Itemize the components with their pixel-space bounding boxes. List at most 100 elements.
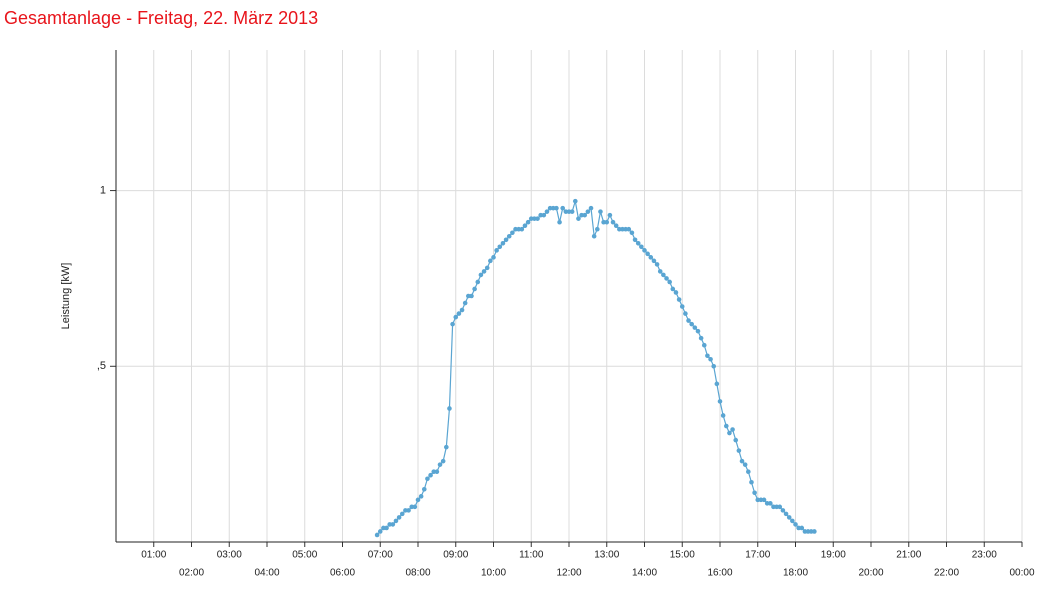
y-axis-label: Leistung [kW]: [60, 263, 72, 330]
point: [727, 430, 732, 436]
point: [673, 290, 679, 295]
point: [550, 205, 556, 211]
point: [374, 532, 380, 538]
point: [812, 529, 817, 534]
point: [528, 216, 534, 221]
point: [679, 304, 685, 309]
point: [412, 504, 418, 510]
point: [525, 219, 531, 225]
x-tick-label: 05:00: [292, 550, 317, 561]
point: [535, 216, 540, 221]
point: [403, 508, 408, 513]
point: [730, 427, 735, 432]
point: [497, 244, 503, 250]
x-tick-label: 17:00: [745, 550, 770, 561]
point: [475, 279, 481, 285]
point: [623, 226, 628, 232]
point: [701, 342, 707, 348]
point: [686, 318, 691, 323]
point: [377, 529, 383, 534]
point: [761, 497, 767, 503]
point: [447, 406, 452, 411]
point: [764, 501, 770, 506]
point: [484, 265, 490, 271]
point: [437, 462, 443, 467]
point: [670, 286, 676, 292]
point: [629, 230, 635, 236]
x-tick-label: 06:00: [330, 568, 355, 579]
point: [758, 497, 764, 503]
point: [387, 522, 392, 527]
point: [434, 469, 440, 475]
x-tick-label: 02:00: [179, 568, 204, 579]
point: [472, 286, 477, 292]
point: [415, 497, 421, 503]
point: [576, 216, 581, 221]
x-tick-label: 14:00: [632, 568, 657, 579]
point: [544, 209, 550, 214]
point: [409, 504, 415, 510]
point: [591, 233, 597, 239]
x-tick-label: 04:00: [254, 568, 279, 579]
point: [654, 262, 660, 267]
point: [610, 219, 616, 225]
point: [755, 497, 761, 503]
point: [601, 219, 606, 225]
point: [469, 293, 474, 299]
chart-title: Gesamtanlage - Freitag, 22. März 2013: [4, 8, 318, 28]
point: [506, 233, 512, 239]
point: [425, 476, 430, 482]
point: [541, 212, 547, 218]
point: [733, 437, 739, 443]
point: [532, 216, 537, 221]
point: [582, 212, 588, 218]
point: [717, 399, 723, 404]
point: [790, 518, 795, 524]
point: [742, 462, 748, 467]
y-tick-label: ,5: [97, 360, 106, 372]
x-tick-label: 22:00: [934, 568, 959, 579]
x-tick-label: 07:00: [368, 550, 393, 561]
point: [657, 269, 663, 274]
point: [617, 226, 622, 232]
point: [620, 226, 625, 232]
point: [554, 205, 559, 211]
x-tick-label: 00:00: [1009, 568, 1034, 579]
x-tick-label: 10:00: [481, 568, 506, 579]
point: [588, 205, 594, 211]
point: [519, 226, 525, 232]
point: [462, 300, 468, 306]
x-tick-label: 11:00: [519, 550, 544, 561]
point: [440, 458, 446, 464]
point: [494, 248, 499, 253]
point: [746, 469, 751, 475]
point: [381, 525, 386, 531]
point: [538, 212, 543, 218]
point: [749, 479, 754, 485]
point: [808, 529, 814, 534]
x-tick-label: 18:00: [783, 568, 808, 579]
point: [396, 515, 402, 520]
point: [569, 209, 575, 214]
point: [478, 272, 484, 278]
x-tick-label: 20:00: [858, 568, 883, 579]
point: [503, 237, 509, 243]
point: [780, 508, 786, 513]
point: [689, 321, 694, 327]
point: [481, 269, 487, 274]
point: [651, 258, 657, 264]
point: [705, 353, 710, 359]
point: [796, 525, 801, 531]
point: [557, 219, 562, 225]
point: [421, 486, 427, 492]
point: [595, 226, 600, 232]
x-tick-label: 23:00: [972, 550, 997, 561]
point: [667, 279, 672, 285]
point: [771, 504, 776, 510]
x-tick-label: 16:00: [707, 568, 732, 579]
point: [466, 293, 471, 299]
point: [500, 240, 506, 246]
point: [579, 212, 584, 218]
point: [626, 226, 632, 232]
point: [676, 297, 682, 302]
